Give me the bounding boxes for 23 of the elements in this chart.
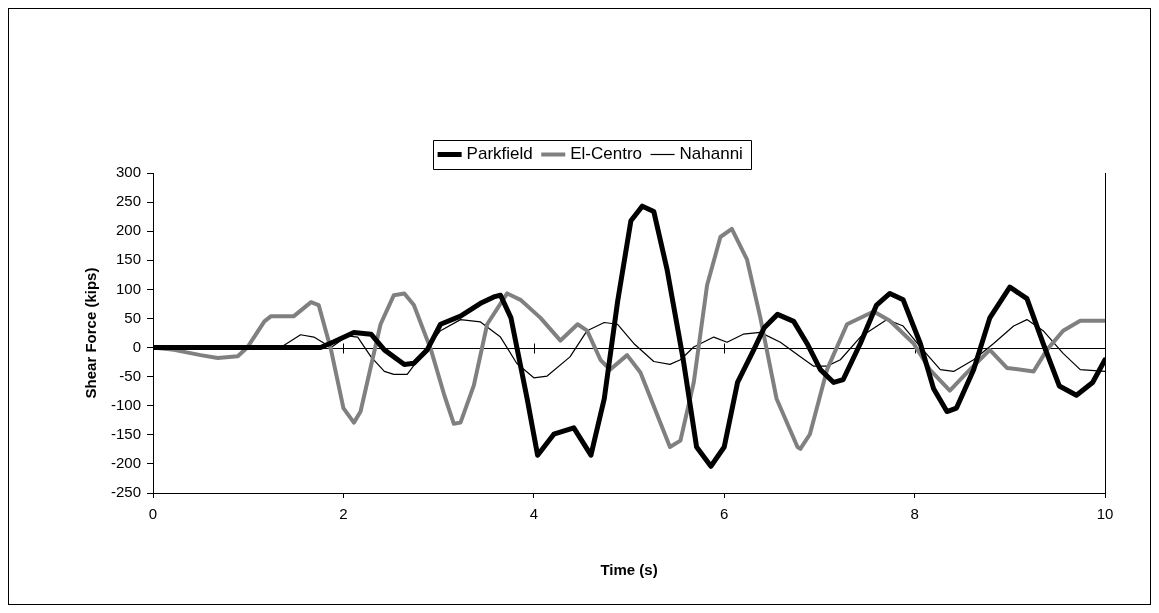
x-axis-title: Time (s): [600, 561, 658, 579]
y-tick-label: -200: [110, 454, 142, 472]
y-tick-label: 100: [115, 279, 142, 297]
y-tick-label: 250: [115, 192, 142, 210]
x-tick-label: 0: [148, 505, 158, 523]
x-tick-label: 4: [529, 505, 538, 523]
y-tick-label: 200: [115, 221, 142, 239]
legend-label: Nahanni: [679, 144, 743, 164]
y-tick-label: -100: [110, 395, 142, 413]
y-axis-title: Shear Force (kips): [82, 267, 100, 399]
y-tick-label: 0: [132, 337, 142, 355]
legend-label: El-Centro: [570, 144, 643, 164]
legend-label: Parkfield: [466, 144, 533, 164]
y-tick-label: -150: [110, 424, 142, 442]
y-tick-label: -50: [119, 366, 142, 384]
x-tick-label: 6: [720, 505, 729, 523]
x-tick-label: 8: [910, 505, 919, 523]
x-tick-label: 2: [339, 505, 348, 523]
x-tick-label: 10: [1096, 505, 1114, 523]
y-tick-label: 50: [124, 308, 142, 326]
y-tick-label: 150: [115, 250, 142, 268]
y-tick-label: 300: [115, 163, 142, 181]
y-tick-label: -250: [110, 483, 142, 501]
